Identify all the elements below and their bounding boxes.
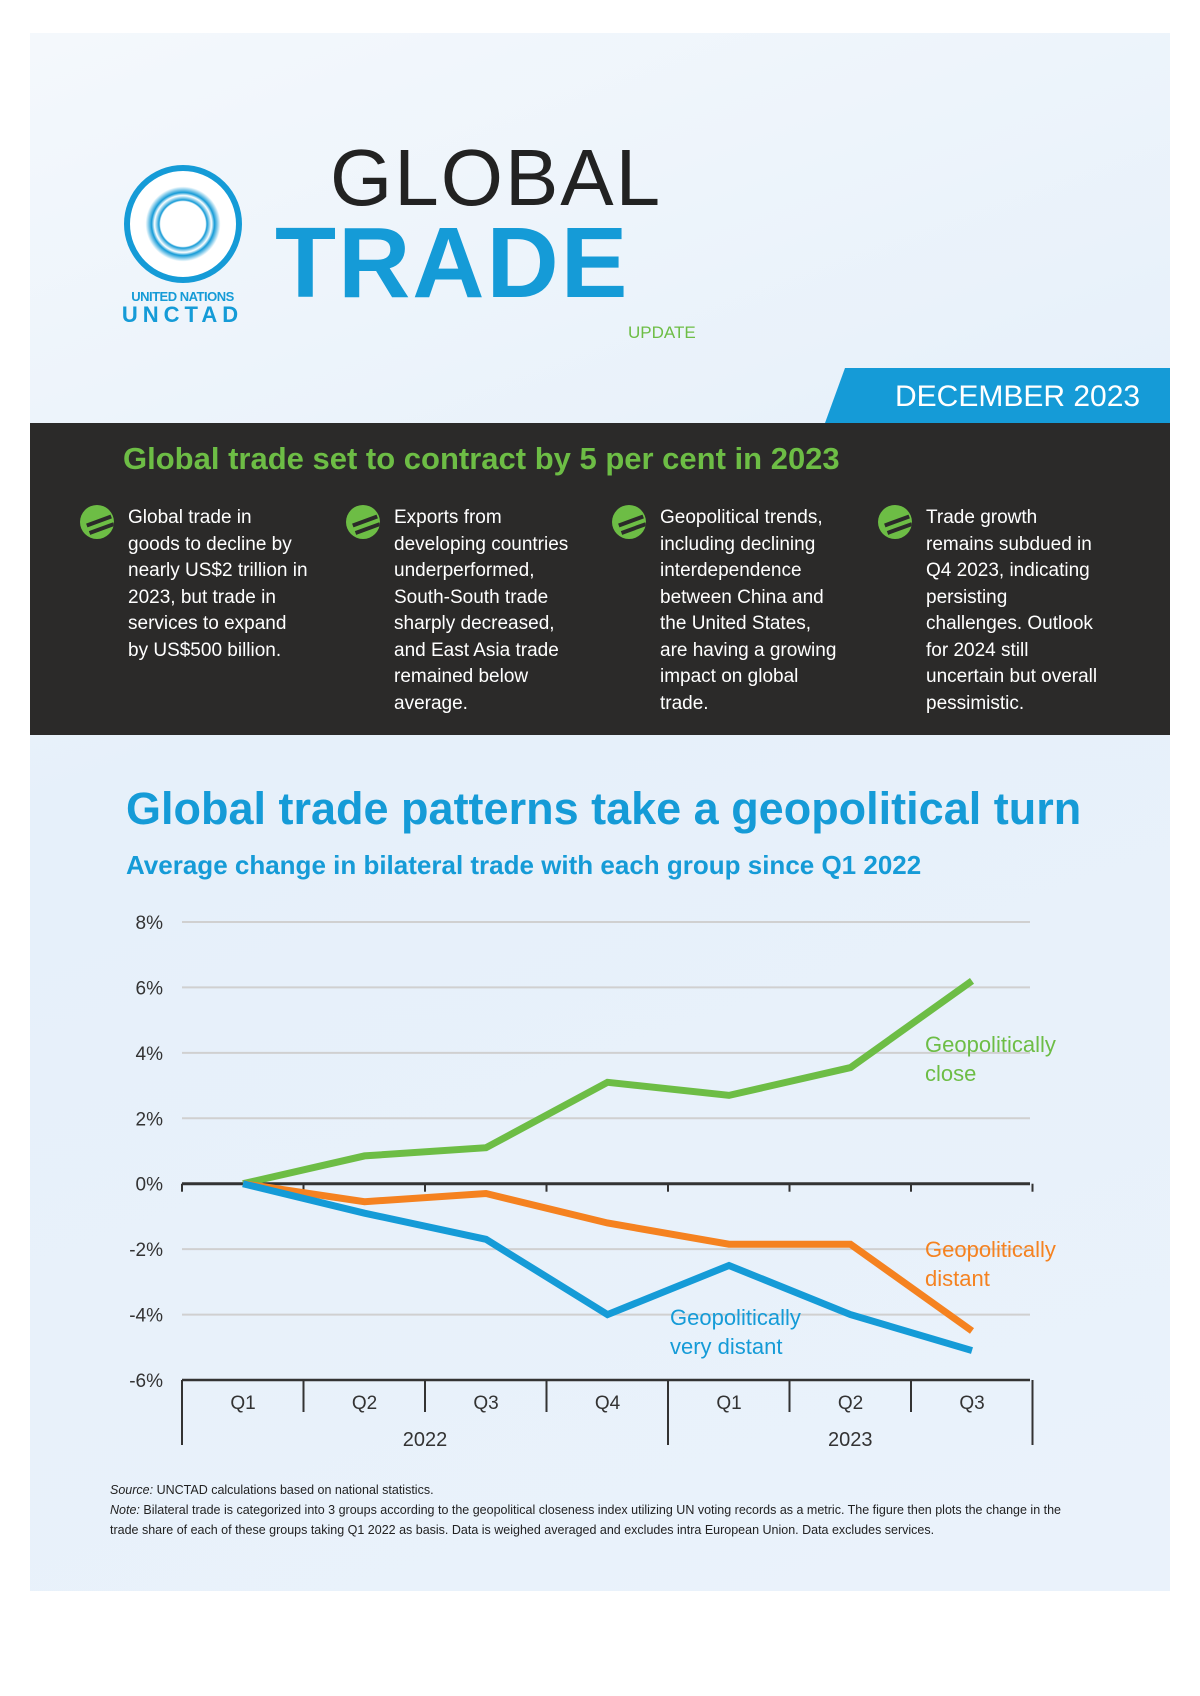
title-global: GLOBAL xyxy=(330,133,663,222)
highlight-text: Trade growth remains subdued in Q4 2023,… xyxy=(926,507,1098,714)
series-label: Geopolitically close xyxy=(925,1032,1056,1086)
year-label: 2022 xyxy=(403,1429,448,1451)
source-text: UNCTAD calculations based on national st… xyxy=(153,1483,434,1497)
series-line-geopolitically-very-distant xyxy=(242,1180,973,1354)
logo-line2: UNCTAD xyxy=(121,302,244,327)
year-label: 2023 xyxy=(828,1429,873,1451)
series-label: Geopolitically very distant xyxy=(670,1305,801,1359)
series-label: Geopolitically distant xyxy=(925,1237,1056,1291)
y-tick-label: 4% xyxy=(136,1044,164,1065)
globe-bullet-icon xyxy=(878,505,912,539)
x-tick-label: Q2 xyxy=(838,1393,863,1414)
un-unctad-logo: UNITED NATIONS UNCTAD xyxy=(120,165,245,326)
y-tick-label: 6% xyxy=(136,978,164,999)
issue-date: DECEMBER 2023 xyxy=(825,368,1170,423)
highlight-text: Exports from developing countries underp… xyxy=(394,507,569,714)
y-tick-label: 2% xyxy=(136,1109,164,1130)
x-tick-label: Q3 xyxy=(959,1393,984,1414)
note-label: Note: xyxy=(110,1503,140,1517)
highlight-item: Trade growth remains subdued in Q4 2023,… xyxy=(878,505,1144,717)
title-trade: TRADE xyxy=(275,207,630,319)
y-tick-label: -6% xyxy=(129,1371,163,1392)
globe-bullet-icon xyxy=(80,505,114,539)
highlights-headline: Global trade set to contract by 5 per ce… xyxy=(123,441,840,476)
series-line-geopolitically-distant xyxy=(242,1180,975,1334)
y-tick-label: 0% xyxy=(136,1175,164,1196)
globe-bullet-icon xyxy=(346,505,380,539)
chart-subtitle: Average change in bilateral trade with e… xyxy=(126,850,922,880)
x-tick-label: Q1 xyxy=(716,1393,741,1414)
highlight-item: Global trade in goods to decline by near… xyxy=(80,505,346,717)
chart-title: Global trade patterns take a geopolitica… xyxy=(126,783,1082,834)
un-emblem-icon xyxy=(123,165,242,283)
globe-bullet-icon xyxy=(612,505,646,539)
x-tick-label: Q2 xyxy=(352,1393,377,1414)
highlight-item: Geopolitical trends, including declining… xyxy=(612,505,878,717)
note-text: Bilateral trade is categorized into 3 gr… xyxy=(110,1503,1062,1537)
x-tick-label: Q1 xyxy=(230,1393,255,1414)
y-tick-label: -2% xyxy=(129,1240,163,1261)
highlight-text: Global trade in goods to decline by near… xyxy=(128,507,308,661)
y-tick-label: -4% xyxy=(129,1306,163,1327)
source-label: Source: xyxy=(110,1483,154,1497)
y-tick-label: 8% xyxy=(136,913,164,934)
x-tick-label: Q3 xyxy=(473,1393,498,1414)
title-update: UPDATE xyxy=(628,323,696,342)
x-tick-label: Q4 xyxy=(595,1393,621,1414)
footnotes: Source: UNCTAD calculations based on nat… xyxy=(110,1480,1090,1540)
logo-line1: UNITED NATIONS xyxy=(131,289,234,304)
highlights-panel: Global trade set to contract by 5 per ce… xyxy=(30,423,1170,735)
highlight-text: Geopolitical trends, including declining… xyxy=(660,507,837,714)
page-background xyxy=(30,33,1170,1591)
highlight-item: Exports from developing countries underp… xyxy=(346,505,612,717)
